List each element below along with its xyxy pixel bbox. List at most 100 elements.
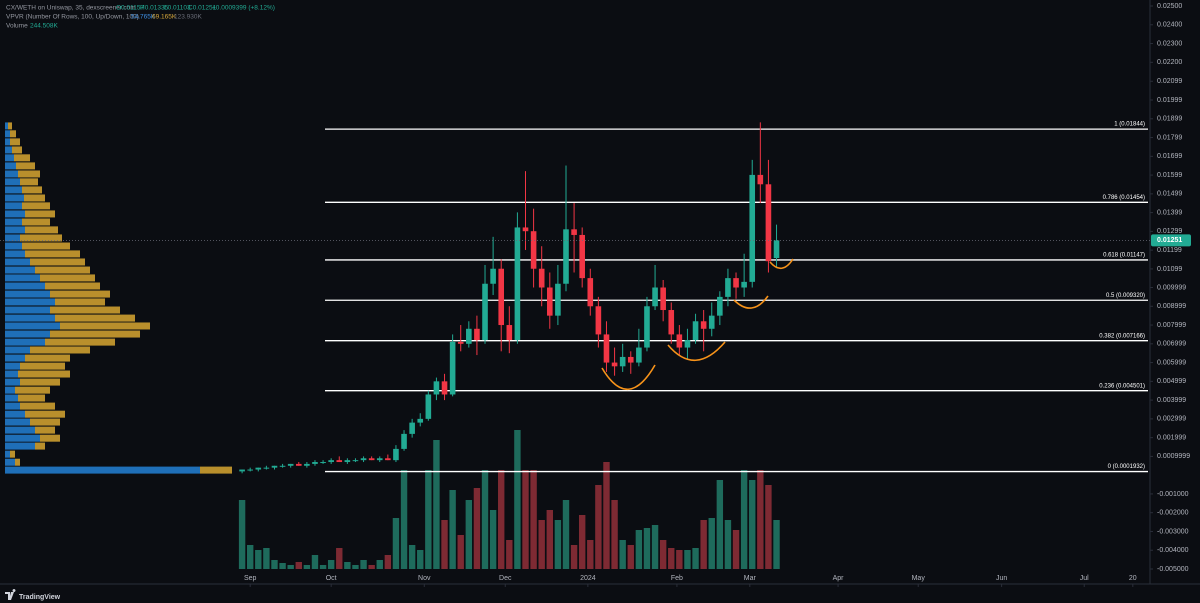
candle-body — [538, 268, 545, 288]
profile-up — [5, 146, 12, 154]
candle-body — [441, 381, 448, 395]
volume-bar — [749, 480, 756, 569]
volume-bar — [457, 535, 464, 569]
volume-bar — [514, 430, 521, 569]
candle-body — [312, 462, 318, 464]
profile-up — [5, 298, 55, 306]
candle-body — [304, 463, 310, 466]
volume-bar — [271, 560, 278, 569]
candle-body — [733, 278, 739, 288]
profile-up — [5, 170, 18, 178]
y-tick-label: -0.003000 — [1157, 528, 1189, 535]
volume-bar — [757, 470, 764, 569]
volume-bar — [684, 550, 691, 569]
volume-bar — [668, 548, 675, 569]
profile-up — [5, 378, 20, 386]
volume-bar — [295, 562, 302, 569]
volume-bar — [619, 540, 626, 569]
profile-down — [200, 466, 232, 474]
profile-down — [18, 394, 45, 402]
candle-body — [773, 240, 780, 259]
profile-up — [5, 178, 20, 186]
profile-up — [5, 234, 20, 242]
profile-up — [5, 138, 10, 146]
volume-bar — [303, 565, 311, 569]
fib-label: 0.786 (0.01454) — [1103, 195, 1145, 201]
candle-body — [393, 448, 399, 461]
brand: TradingView — [19, 594, 61, 601]
volume-bar — [368, 565, 375, 569]
candle-body — [717, 296, 723, 316]
y-tick-label: 0.02500 — [1157, 3, 1182, 10]
volume-bar — [287, 565, 294, 569]
profile-up — [5, 242, 22, 250]
profile-up — [5, 354, 25, 362]
volume-bar — [554, 520, 562, 569]
candle-body — [376, 458, 383, 461]
volume-bar — [570, 545, 578, 569]
profile-down — [8, 122, 12, 130]
profile-down — [35, 266, 90, 274]
volume-bar — [473, 488, 481, 569]
x-tick-label: 20 — [1129, 575, 1137, 582]
volume-bar — [344, 562, 351, 569]
y-tick-label: 0.007999 — [1157, 322, 1186, 329]
profile-up — [5, 250, 25, 258]
profile-up — [5, 202, 22, 210]
candle-body — [684, 340, 691, 348]
profile-down — [12, 146, 22, 154]
volume-bar — [635, 530, 643, 569]
volume-bar — [724, 520, 732, 569]
y-tick-label: 0.02300 — [1157, 40, 1182, 47]
candle-body — [595, 306, 602, 335]
profile-up — [5, 386, 15, 394]
candle-body — [644, 306, 650, 348]
profile-up — [5, 122, 8, 130]
profile-down — [30, 258, 85, 266]
profile-down — [22, 218, 50, 226]
profile-down — [50, 306, 120, 314]
volume-bar — [659, 540, 667, 569]
vpvr-total: 123.930K — [174, 14, 202, 21]
profile-up — [5, 346, 30, 354]
volume-bar — [578, 515, 586, 569]
profile-up — [5, 394, 18, 402]
profile-up — [5, 290, 50, 298]
profile-down — [22, 186, 42, 194]
profile-down — [55, 298, 105, 306]
candle-body — [725, 278, 731, 297]
candle-body — [385, 458, 391, 461]
y-tick-label: 0.01799 — [1157, 134, 1182, 141]
candle-body — [457, 341, 464, 344]
profile-up — [5, 442, 35, 450]
curve-annotation — [769, 258, 794, 270]
volume-bar — [716, 480, 724, 569]
candle-body — [660, 287, 666, 311]
vpvr-up: 54.765K — [131, 14, 156, 21]
volume-bar — [692, 548, 699, 569]
candle-body — [449, 341, 456, 395]
candle-body — [433, 381, 440, 395]
profile-down — [10, 450, 15, 458]
volume-bar — [279, 563, 286, 569]
candle-body — [498, 268, 505, 326]
y-tick-label: 0.0009999 — [1157, 453, 1190, 460]
y-tick-label: 0.005999 — [1157, 359, 1186, 366]
volume-bar — [352, 565, 359, 569]
volume-bar — [255, 550, 262, 569]
fib-label: 0.382 (0.007166) — [1099, 333, 1145, 339]
y-tick-label: 0.02099 — [1157, 78, 1182, 85]
candle-body — [530, 231, 537, 269]
ohlc-values: O0.01157H0.01335L0.01103C0.01251+0.00093… — [116, 5, 275, 12]
volume-bar — [489, 510, 497, 569]
y-tick-label: 0.006999 — [1157, 341, 1186, 348]
volume-bar — [506, 540, 513, 569]
candle-body — [555, 283, 561, 316]
volume-bar — [773, 520, 780, 569]
candle-body — [619, 356, 626, 367]
volume-profile — [5, 122, 232, 474]
profile-down — [20, 234, 62, 242]
volume-bar — [465, 500, 473, 569]
profile-down — [40, 434, 60, 442]
